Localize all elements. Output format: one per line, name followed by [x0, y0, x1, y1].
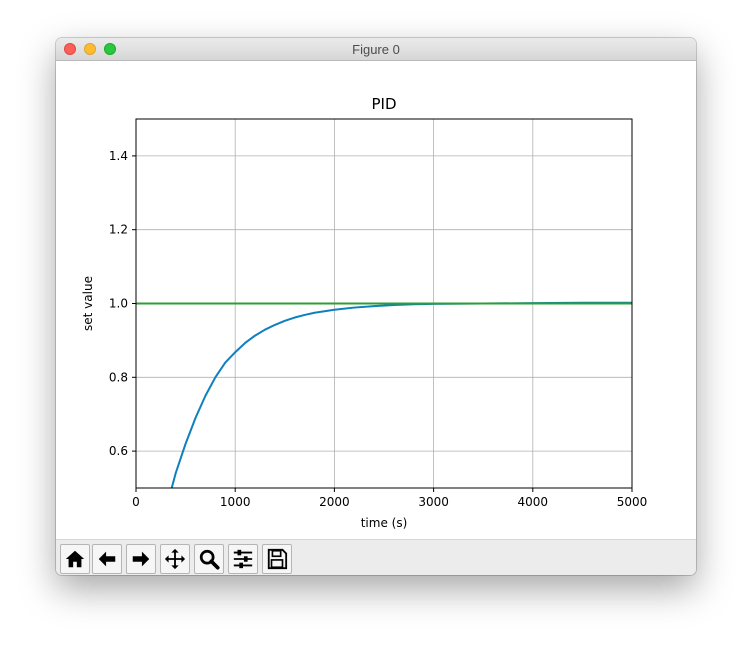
close-window-button[interactable] [64, 43, 76, 55]
x-tick-label: 2000 [319, 495, 350, 509]
configure-subplots-icon [233, 549, 253, 569]
back-button[interactable] [92, 544, 122, 574]
save-icon [267, 548, 288, 570]
window-title: Figure 0 [352, 42, 400, 57]
navigation-toolbar [56, 539, 696, 575]
plot-series [136, 301, 632, 489]
minimize-window-button[interactable] [84, 43, 96, 55]
pan-button[interactable] [160, 544, 190, 574]
save-button[interactable] [262, 544, 292, 574]
maximize-window-button[interactable] [104, 43, 116, 55]
x-tick-label: 4000 [518, 495, 549, 509]
chart-title: PID [371, 95, 396, 113]
y-tick-label: 1.0 [109, 297, 128, 311]
title-bar[interactable]: Figure 0 [56, 38, 696, 61]
forward-button[interactable] [126, 544, 156, 574]
y-tick-label: 0.6 [109, 444, 128, 458]
zoom-icon [199, 549, 220, 570]
x-tick-label: 3000 [418, 495, 449, 509]
figure-canvas[interactable]: 0 1000 2000 3000 4000 5000 0.6 0.8 1.0 1.2 1.4 PID… [56, 61, 696, 539]
home-button[interactable] [60, 544, 90, 574]
y-tick-label: 1.4 [109, 149, 128, 163]
axis-ticks: 0 1000 2000 3000 4000 5000 0.6 0.8 1.0 1.2 1.4 [109, 149, 647, 509]
series-line-0 [170, 301, 632, 489]
configure-subplots-button[interactable] [228, 544, 258, 574]
home-icon [65, 550, 85, 568]
back-arrow-icon [98, 551, 116, 567]
y-axis-label: set value [81, 276, 95, 331]
forward-arrow-icon [132, 551, 150, 567]
x-tick-label: 5000 [617, 495, 648, 509]
line-chart[interactable]: 0 1000 2000 3000 4000 5000 0.6 0.8 1.0 1.2 1.4 PID… [56, 61, 696, 539]
y-tick-label: 0.8 [109, 370, 128, 384]
zoom-button[interactable] [194, 544, 224, 574]
pan-icon [164, 548, 186, 570]
x-tick-label: 0 [132, 495, 140, 509]
x-tick-label: 1000 [220, 495, 251, 509]
y-tick-label: 1.2 [109, 223, 128, 237]
x-axis-label: time (s) [361, 516, 408, 530]
figure-window: Figure 0 0 1000 2000 3000 4000 5000 0.6 0.8 1.0 1… [56, 38, 696, 575]
